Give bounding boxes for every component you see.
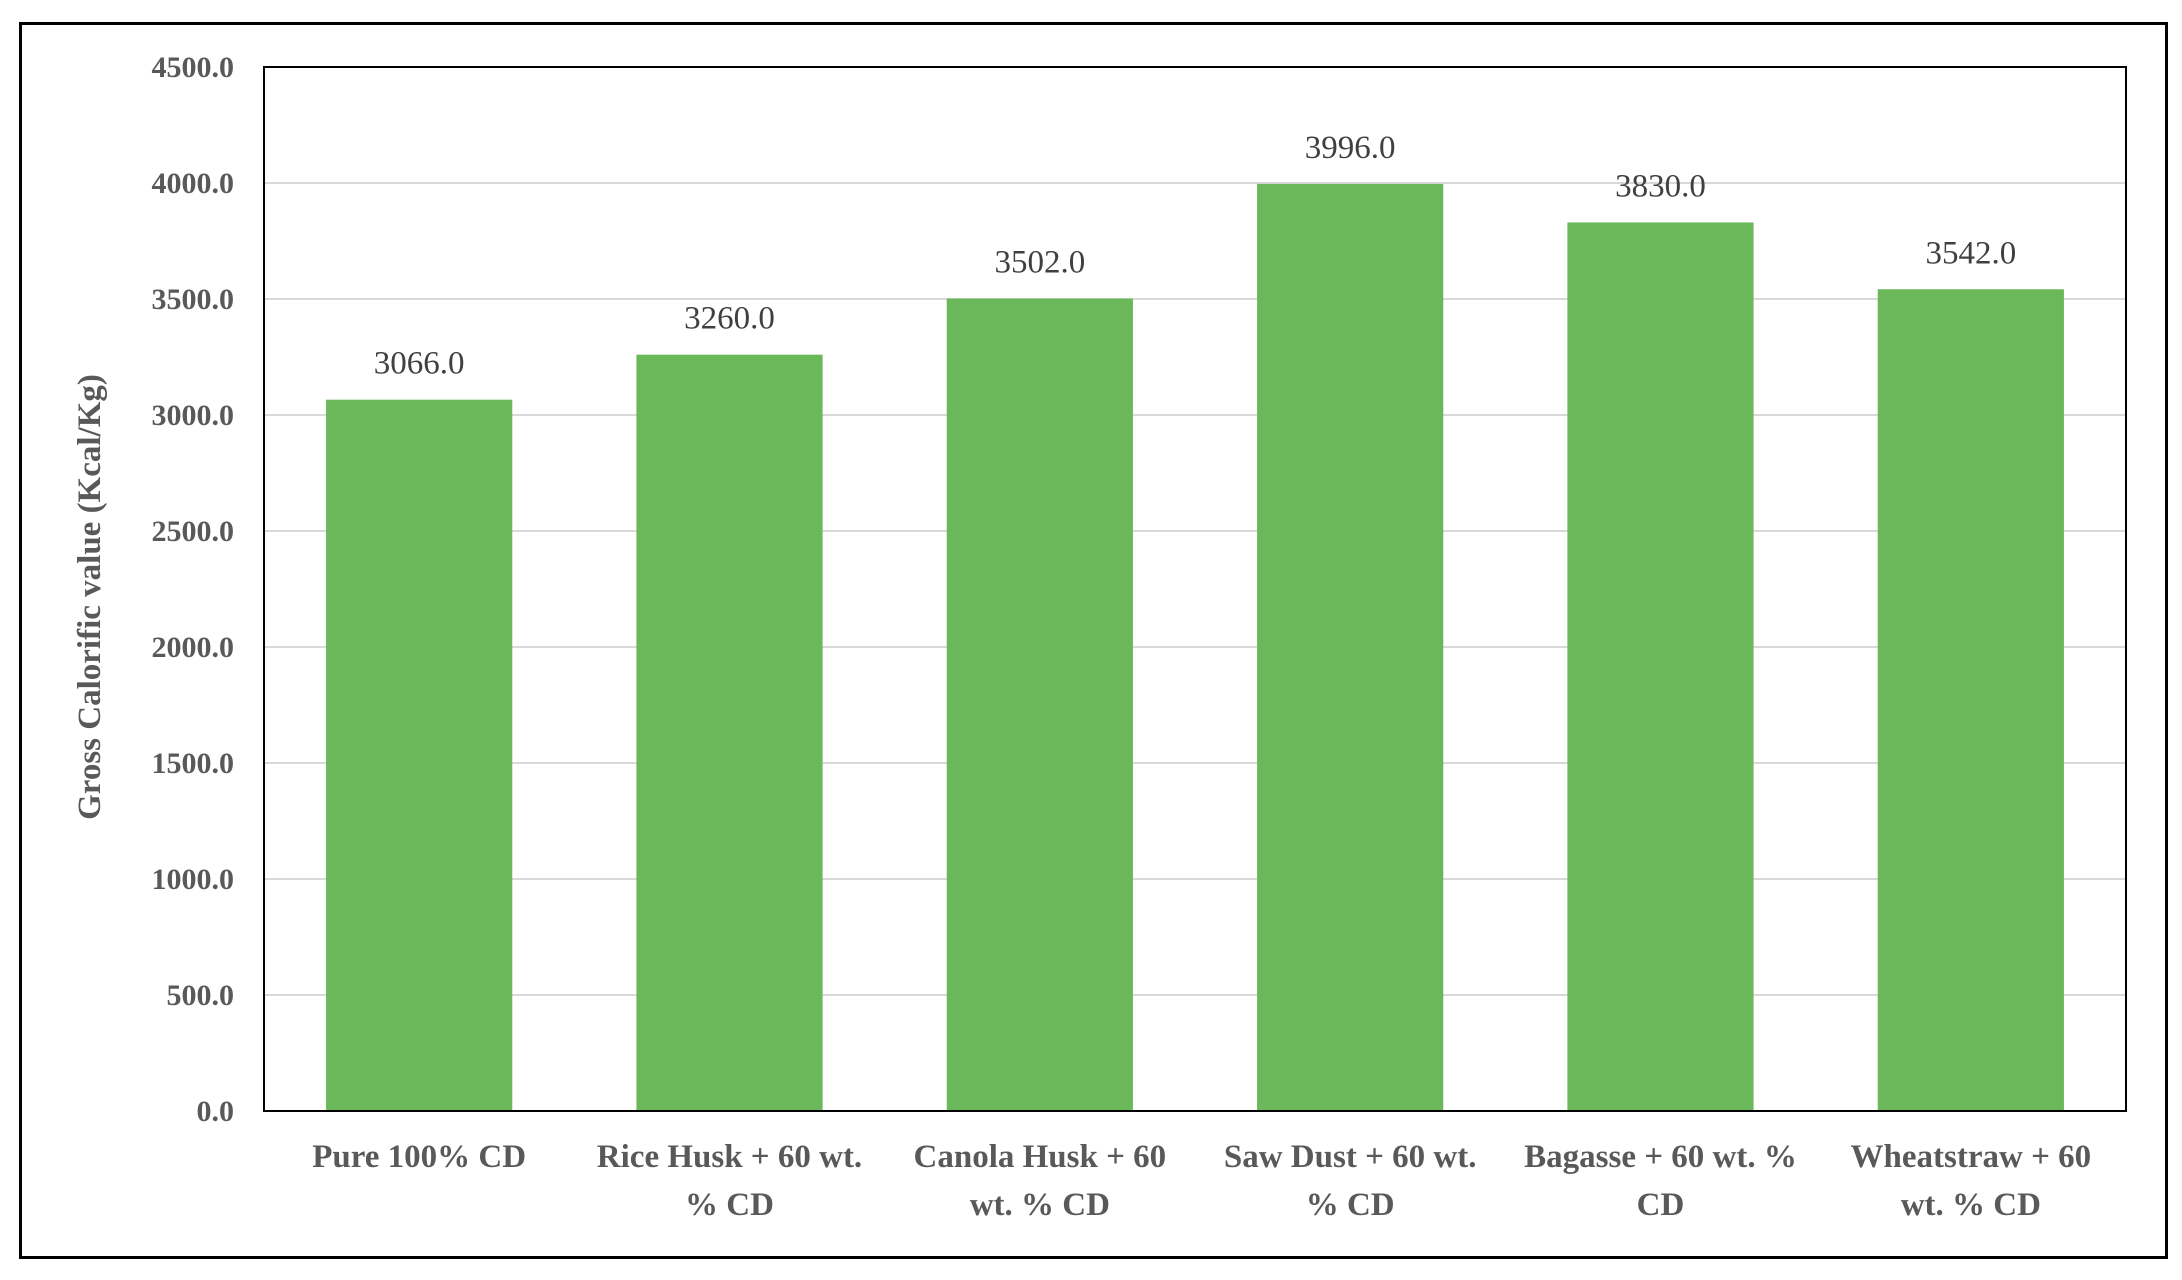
y-tick-label: 2000.0 — [152, 631, 235, 664]
y-tick-label: 1000.0 — [152, 863, 235, 896]
data-label: 3260.0 — [684, 301, 775, 337]
y-tick-label: 3000.0 — [152, 399, 235, 432]
x-category-label: Canola Husk + 60 wt. % CD — [914, 1139, 1167, 1223]
data-label: 3502.0 — [994, 245, 1085, 281]
bar — [1877, 289, 2064, 1112]
data-labels: 3066.0 3260.0 3502.0 3996.0 3830.0 3542.0 — [374, 130, 2016, 382]
bar — [1257, 183, 1444, 1112]
data-label: 3830.0 — [1615, 168, 1706, 204]
y-tick-label: 2500.0 — [152, 515, 235, 548]
x-axis-category-labels: Pure 100% CD Rice Husk + 60 wt. % CD Canola… — [312, 1139, 2091, 1223]
x-category-label-line: Bagasse + 60 wt. % — [1524, 1139, 1797, 1175]
chart-frame: 0.0 500.0 1000.0 1500.0 2000.0 2500.0 3000.0 35… — [19, 22, 2168, 1259]
x-category-label-line: wt. % CD — [1901, 1187, 2041, 1223]
y-tick-label: 4000.0 — [152, 167, 235, 200]
x-category-label-line: Rice Husk + 60 wt. — [597, 1139, 862, 1175]
y-tick-label: 3500.0 — [152, 283, 235, 316]
x-category-label-line: Pure 100% CD — [312, 1139, 526, 1175]
y-axis-title: Gross Calorific value (Kcal/Kg) — [72, 374, 108, 820]
x-category-label-line: % CD — [1306, 1187, 1395, 1223]
x-category-label: Bagasse + 60 wt. % CD — [1524, 1139, 1797, 1223]
x-category-label-line: Canola Husk + 60 — [914, 1139, 1167, 1175]
y-tick-label: 500.0 — [167, 979, 235, 1012]
data-label: 3996.0 — [1305, 130, 1396, 166]
gridlines — [264, 66, 2126, 996]
x-category-label-line: % CD — [685, 1187, 774, 1223]
bar-chart: 0.0 500.0 1000.0 1500.0 2000.0 2500.0 3000.0 35… — [72, 51, 2127, 1223]
y-tick-label: 4500.0 — [152, 51, 235, 84]
x-category-label: Wheatstraw + 60 wt. % CD — [1851, 1139, 2092, 1223]
y-axis-ticks: 0.0 500.0 1000.0 1500.0 2000.0 2500.0 3000.0 35… — [152, 51, 235, 1128]
bar — [326, 399, 513, 1111]
bar — [636, 354, 823, 1111]
bar — [946, 298, 1133, 1111]
x-category-label: Rice Husk + 60 wt. % CD — [597, 1139, 862, 1223]
x-category-label-line: Saw Dust + 60 wt. — [1224, 1139, 1477, 1175]
bars — [326, 183, 2064, 1112]
data-label: 3542.0 — [1925, 235, 2016, 271]
y-tick-label: 1500.0 — [152, 747, 235, 780]
x-category-label-line: CD — [1637, 1187, 1685, 1223]
x-category-label-line: wt. % CD — [970, 1187, 1110, 1223]
x-category-label: Saw Dust + 60 wt. % CD — [1224, 1139, 1477, 1223]
data-label: 3066.0 — [374, 346, 465, 382]
y-tick-label: 0.0 — [197, 1095, 235, 1128]
x-category-label-line: Wheatstraw + 60 — [1851, 1139, 2092, 1175]
plot-area-border — [263, 66, 2127, 1112]
bar — [1567, 222, 1754, 1111]
x-category-label: Pure 100% CD — [312, 1139, 526, 1175]
